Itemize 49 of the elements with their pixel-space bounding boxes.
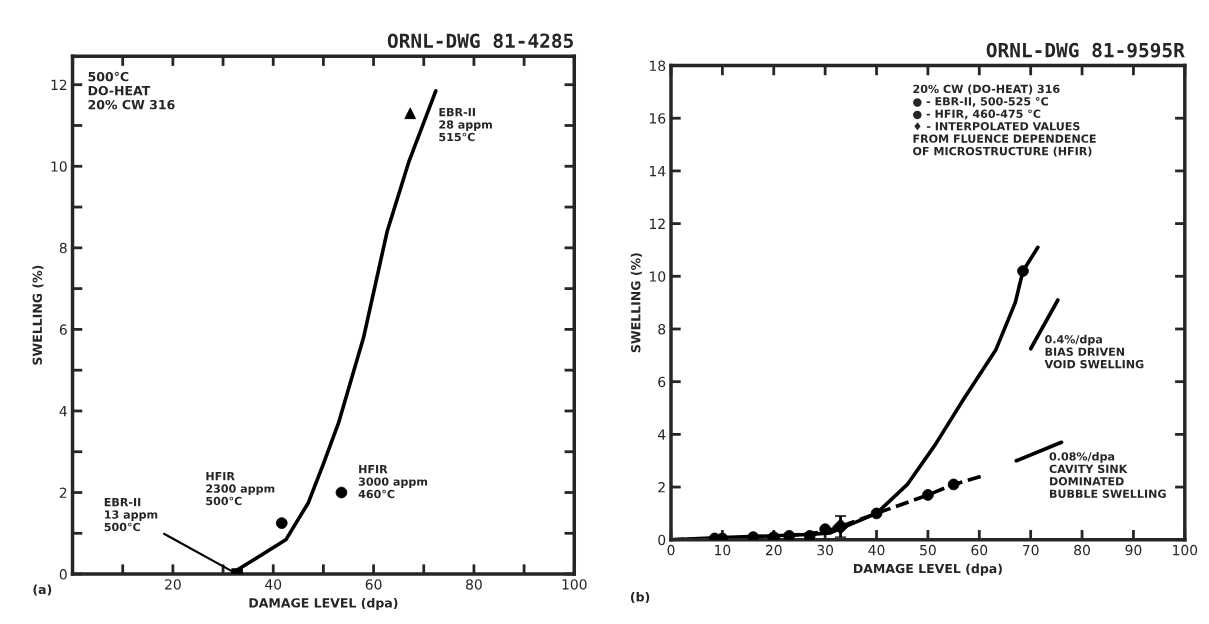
x-tick-label: 80 xyxy=(466,579,482,590)
y-tick-label: 12 xyxy=(51,79,67,90)
x-tick-label: 20 xyxy=(765,544,782,556)
y-axis-title: SWELLING (%) xyxy=(630,253,642,353)
chart-title: ORNL-DWG 81-9595R xyxy=(986,42,1185,58)
annotation: 0.08%/dpa CAVITY SINK DOMINATED BUBBLE SWELLING xyxy=(1049,452,1166,498)
y-tick-label: 14 xyxy=(649,166,666,177)
y-tick-label: 6 xyxy=(59,324,67,335)
x-tick-label: 70 xyxy=(1022,544,1039,556)
annotation: 500°C DO-HEAT 20% CW 316 xyxy=(88,71,175,110)
x-tick-label: 100 xyxy=(562,579,587,590)
y-tick-label: 2 xyxy=(658,482,665,493)
y-tick-label: 0 xyxy=(658,534,666,546)
x-tick-label: 50 xyxy=(920,544,936,556)
y-tick-label: 0 xyxy=(59,569,67,580)
y-tick-label: 8 xyxy=(59,242,67,254)
y-tick-label: 10 xyxy=(51,161,67,172)
y-tick-label: 10 xyxy=(649,271,666,282)
annotation: 0.4%/dpa BIAS DRIVEN VOID SWELLING xyxy=(1044,334,1144,369)
x-tick-label: 10 xyxy=(715,544,731,556)
x-tick-label: 40 xyxy=(265,579,282,590)
x-tick-label: 0 xyxy=(667,544,675,556)
x-tick-label: 30 xyxy=(817,544,834,556)
x-tick-label: 80 xyxy=(1074,544,1090,556)
x-tick-label: 60 xyxy=(971,544,988,556)
y-tick-label: 16 xyxy=(649,113,666,124)
y-axis-title: SWELLING (%) xyxy=(32,265,44,365)
x-axis-title: DAMAGE LEVEL (dpa) xyxy=(249,597,398,611)
y-tick-label: 12 xyxy=(649,218,665,229)
y-tick-label: 4 xyxy=(59,406,67,417)
text: (b) xyxy=(630,591,650,604)
y-tick-label: 6 xyxy=(658,376,666,388)
x-tick-label: 100 xyxy=(1173,544,1198,556)
y-tick-label: 2 xyxy=(59,487,67,498)
annotation: HFIR 2300 appm 500°C xyxy=(206,472,275,506)
annotation: HFIR 3000 appm 460°C xyxy=(358,465,428,499)
y-tick-label: 8 xyxy=(658,323,666,335)
annotation: 20% CW (DO-HEAT) 316 ● - EBR-II, 500-525 °C ● - HFIR, 460-475 °C ♦ - INTERPOLATED VALUES FROM FLUENCE DEPENDENCE OF MICROSTRUCTURE (HFIR) xyxy=(913,84,1096,157)
annotation: EBR-II 28 appm 515°C xyxy=(439,108,492,142)
annotation: EBR-II 13 appm 500°C xyxy=(104,498,158,532)
x-tick-label: 20 xyxy=(165,579,181,590)
x-tick-label: 60 xyxy=(365,579,382,590)
x-tick-label: 90 xyxy=(1125,544,1142,556)
text: (a) xyxy=(33,584,52,596)
x-axis-title: DAMAGE LEVEL (dpa) xyxy=(854,563,1002,576)
y-tick-label: 18 xyxy=(649,60,666,71)
y-tick-label: 4 xyxy=(657,429,666,440)
x-tick-label: 40 xyxy=(868,544,885,556)
chart-title: ORNL-DWG 81-4285 xyxy=(387,33,573,49)
